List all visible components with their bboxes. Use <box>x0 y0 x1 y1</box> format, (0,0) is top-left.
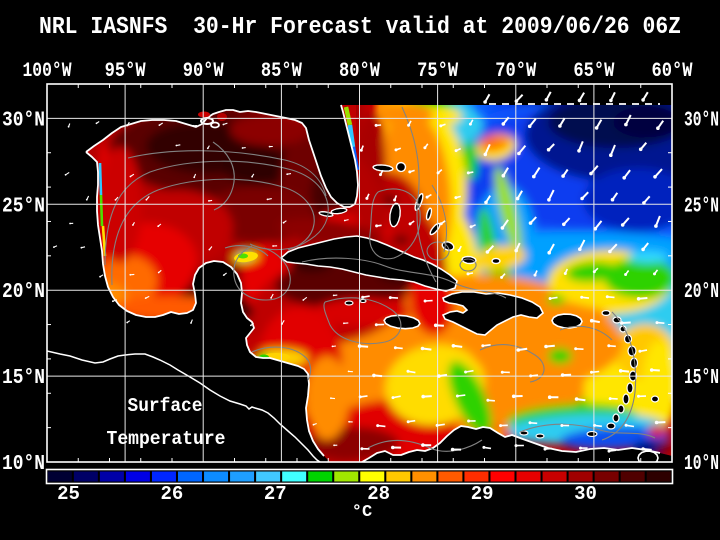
svg-text:80°W: 80°W <box>339 60 380 83</box>
svg-text:29: 29 <box>471 483 494 505</box>
svg-text:90°W: 90°W <box>183 60 224 83</box>
svg-text:75°W: 75°W <box>417 60 458 83</box>
svg-text:10°N: 10°N <box>684 453 719 476</box>
svg-text:30: 30 <box>574 483 597 505</box>
svg-text:30°N: 30°N <box>2 109 45 132</box>
svg-text:100°W: 100°W <box>23 60 72 83</box>
svg-text:85°W: 85°W <box>261 60 302 83</box>
svg-text:25°N: 25°N <box>684 195 719 218</box>
svg-text:65°W: 65°W <box>573 60 614 83</box>
svg-text:25: 25 <box>57 483 80 505</box>
svg-text:30°N: 30°N <box>684 109 719 132</box>
svg-text:°C: °C <box>352 503 372 522</box>
svg-text:28: 28 <box>367 483 390 505</box>
svg-text:Surface: Surface <box>128 395 203 417</box>
svg-text:60°W: 60°W <box>652 60 693 83</box>
svg-text:15°N: 15°N <box>684 367 719 390</box>
svg-text:Temperature: Temperature <box>107 428 226 450</box>
svg-text:95°W: 95°W <box>105 60 146 83</box>
svg-text:15°N: 15°N <box>2 367 45 390</box>
svg-text:27: 27 <box>264 483 287 505</box>
svg-text:25°N: 25°N <box>2 195 45 218</box>
svg-text:26: 26 <box>160 483 183 505</box>
svg-text:70°W: 70°W <box>495 60 536 83</box>
svg-text:20°N: 20°N <box>684 281 719 304</box>
svg-text:10°N: 10°N <box>2 453 45 476</box>
svg-text:20°N: 20°N <box>2 281 45 304</box>
svg-text:NRL IASNFS 30-Hr Forecast val: NRL IASNFS 30-Hr Forecast valid at 2009/… <box>39 14 681 41</box>
